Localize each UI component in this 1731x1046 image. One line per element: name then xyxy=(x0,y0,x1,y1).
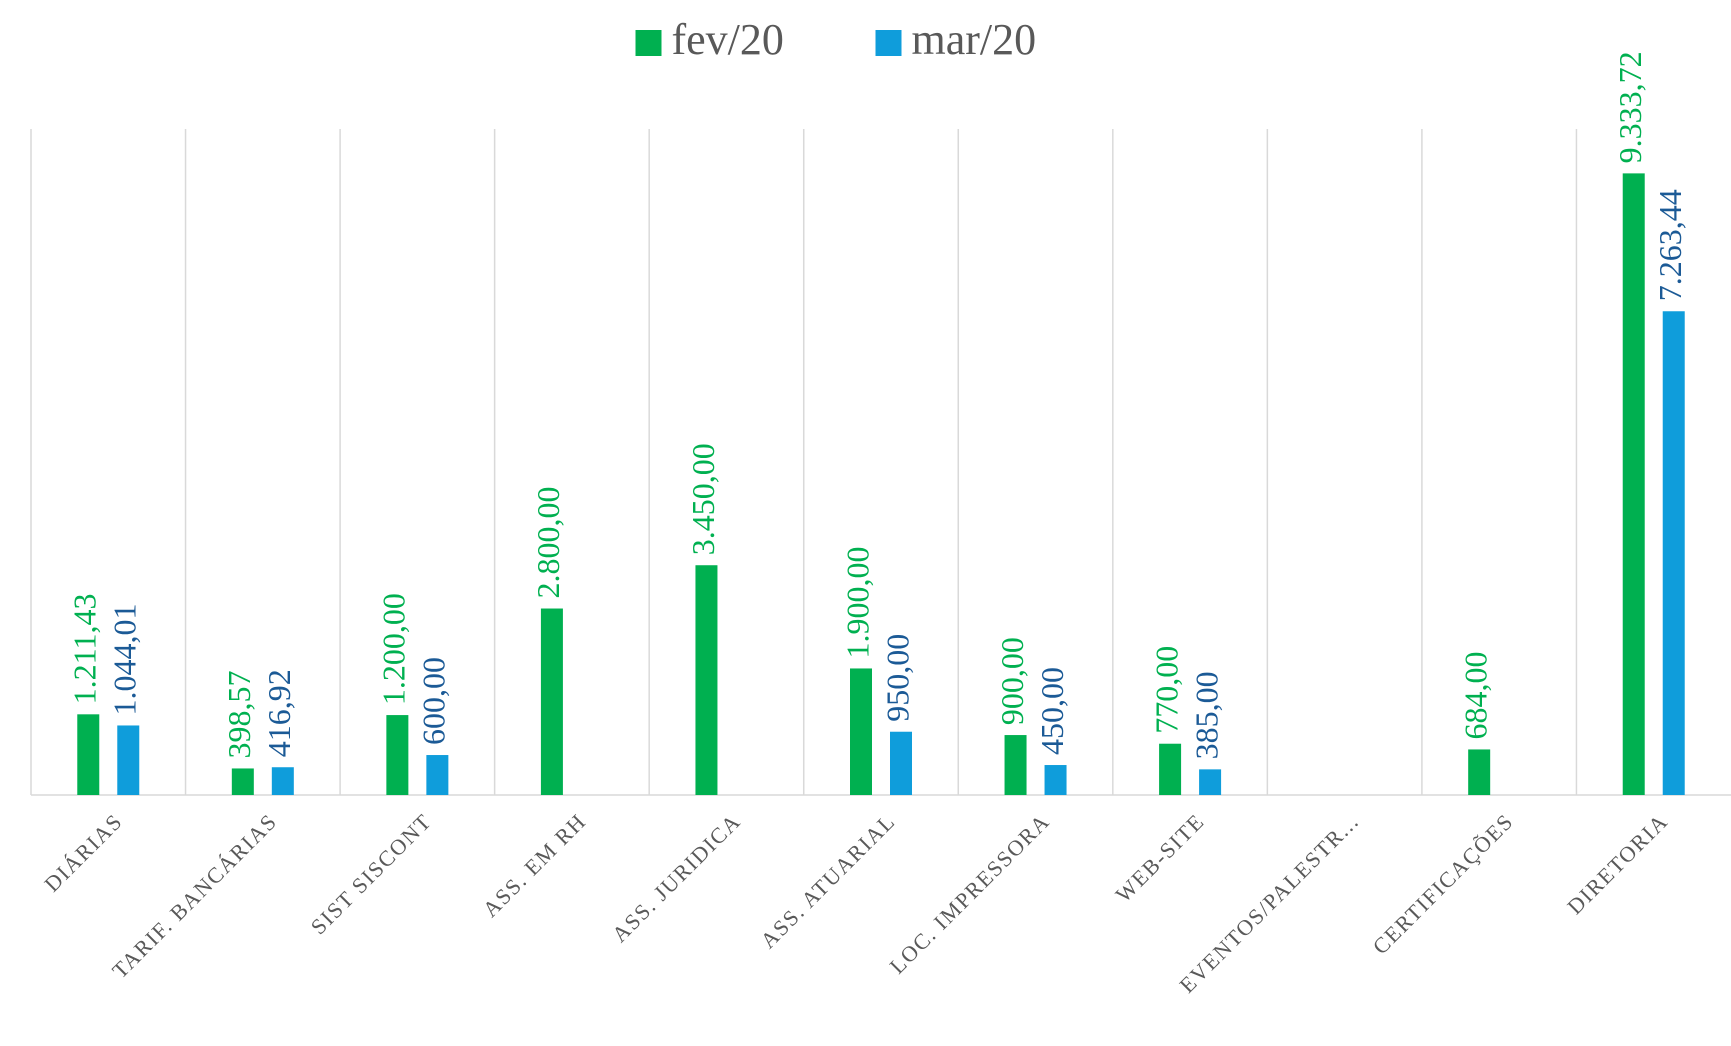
data-label: 1.900,00 xyxy=(839,546,875,658)
x-tick-label: ASS. EM RH xyxy=(478,808,591,921)
x-tick-label: DIÁRIAS xyxy=(39,808,127,896)
bar xyxy=(890,731,912,795)
data-label: 1.200,00 xyxy=(376,593,412,705)
bar xyxy=(271,767,294,795)
data-label: 600,00 xyxy=(416,657,452,745)
bar xyxy=(1044,765,1067,795)
bar xyxy=(426,755,449,795)
x-tick-label: DIRETORIA xyxy=(1562,808,1673,919)
bar xyxy=(695,565,718,795)
bar xyxy=(231,768,254,795)
bar xyxy=(1662,311,1685,795)
data-label: 1.044,01 xyxy=(107,603,143,715)
x-tick-label: ASS. JURIDICA xyxy=(607,808,746,947)
data-label: 770,00 xyxy=(1148,646,1184,734)
data-label: 7.263,44 xyxy=(1652,189,1688,301)
data-label: 416,92 xyxy=(261,669,297,757)
bar xyxy=(1468,749,1491,795)
data-label: 3.450,00 xyxy=(685,443,721,555)
bar xyxy=(1622,173,1645,795)
x-tick-label: WEB-SITE xyxy=(1110,808,1209,907)
data-label: 2.800,00 xyxy=(530,487,566,599)
data-label: 900,00 xyxy=(994,637,1030,725)
bar xyxy=(1004,735,1027,795)
bar xyxy=(540,608,563,795)
legend-swatch xyxy=(635,30,662,56)
x-tick-label: SIST SISCONT xyxy=(306,808,437,939)
bar xyxy=(77,714,100,795)
bar xyxy=(1199,769,1222,795)
legend-swatch xyxy=(875,30,902,56)
data-label: 385,00 xyxy=(1188,671,1224,759)
x-tick-label: TARIF. BANCÁRIAS xyxy=(107,808,282,983)
data-label: 9.333,72 xyxy=(1612,51,1648,163)
legend-label: mar/20 xyxy=(912,15,1037,64)
bar xyxy=(386,715,409,795)
data-label: 950,00 xyxy=(879,634,915,722)
bar xyxy=(850,668,872,795)
bar xyxy=(1159,743,1182,795)
data-label: 450,00 xyxy=(1034,667,1070,755)
bar xyxy=(117,725,140,795)
x-tick-label: EVENTOS/PALESTR... xyxy=(1174,808,1363,997)
legend-label: fev/20 xyxy=(672,15,784,64)
x-tick-label: CERTIFICAÇÕES xyxy=(1368,808,1519,959)
x-tick-label: ASS. ATUARIAL xyxy=(755,808,900,953)
data-label: 398,57 xyxy=(221,670,257,758)
data-label: 684,00 xyxy=(1458,651,1494,739)
data-label: 1.211,43 xyxy=(67,594,103,705)
x-tick-label: LOC. IMPRESSORA xyxy=(884,808,1054,978)
